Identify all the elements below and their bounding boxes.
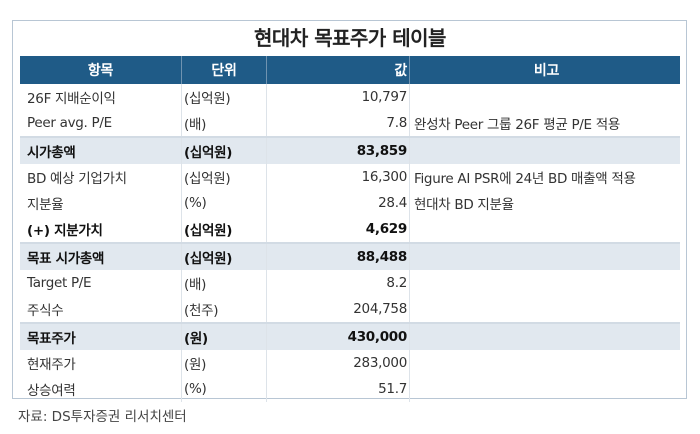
cell-note: 완성차 Peer 그룹 26F 평균 P/E 적용 — [409, 110, 680, 137]
cell-item: (+) 지분가치 — [27, 223, 103, 239]
cell-unit: (십억원) — [181, 84, 267, 110]
cell-value: 16,300 — [266, 164, 410, 190]
cell-value: 83,859 — [266, 136, 410, 164]
cell-value: 8.2 — [266, 270, 410, 296]
cell-unit: (배) — [181, 270, 267, 296]
cell-value: 51.7 — [266, 376, 410, 402]
cell-value: 28.4 — [266, 190, 410, 216]
cell-item: BD 예상 기업가치 — [27, 171, 127, 187]
cell-value: 7.8 — [266, 110, 410, 137]
table-row: 시가총액 (십억원) 83,859 — [20, 136, 680, 164]
cell-item: 지분율 — [27, 197, 64, 213]
cell-note: Figure AI PSR에 24년 BD 매출액 적용 — [409, 164, 680, 190]
table-title: 현대차 목표주가 테이블 — [254, 26, 446, 50]
table-row: BD 예상 기업가치 (십억원) 16,300 Figure AI PSR에 24년 … — [20, 164, 680, 190]
cell-unit: (십억원) — [181, 216, 267, 243]
cell-item: 26F 지배순이익 — [27, 91, 116, 107]
col-header-note: 비고 — [409, 56, 680, 84]
table-row: 목표 시가총액 (십억원) 88,488 — [20, 242, 680, 270]
cell-unit: (십억원) — [181, 242, 267, 270]
header-row: 항목 단위 값 비고 — [20, 56, 680, 84]
cell-note — [409, 84, 680, 110]
cell-item: 목표 시가총액 — [20, 242, 182, 270]
cell-note — [409, 350, 680, 376]
table-row: (+) 지분가치 (십억원) 4,629 — [20, 216, 680, 243]
cell-value: 88,488 — [266, 242, 410, 270]
cell-note — [409, 322, 680, 350]
table-row: 26F 지배순이익 (십억원) 10,797 — [20, 84, 680, 110]
table-row: 주식수 (천주) 204,758 — [20, 296, 680, 323]
cell-unit: (원) — [181, 350, 267, 376]
col-header-unit: 단위 — [181, 56, 267, 84]
cell-unit: (%) — [181, 376, 267, 402]
cell-value: 430,000 — [266, 322, 410, 350]
cell-unit: (원) — [181, 322, 267, 350]
cell-note: 현대차 BD 지분율 — [409, 190, 680, 216]
cell-unit: (십억원) — [181, 136, 267, 164]
cell-unit: (천주) — [181, 296, 267, 323]
cell-note — [409, 270, 680, 296]
cell-item: 현재주가 — [27, 357, 76, 373]
cell-item: Peer avg. P/E — [27, 115, 112, 131]
cell-note — [409, 136, 680, 164]
cell-value: 10,797 — [266, 84, 410, 110]
cell-note — [409, 376, 680, 402]
target-price-table: 항목 단위 값 비고 26F 지배순이익 (십억원) 10,797 Peer avg.… — [20, 56, 680, 402]
table-row: 현재주가 (원) 283,000 — [20, 350, 680, 376]
cell-unit: (%) — [181, 190, 267, 216]
col-header-item: 항목 — [20, 56, 182, 84]
col-header-value: 값 — [266, 56, 410, 84]
cell-value: 4,629 — [266, 216, 410, 243]
cell-item: 상승여력 — [27, 383, 76, 399]
cell-value: 204,758 — [266, 296, 410, 323]
source-note: 자료: DS투자증권 리서치센터 — [18, 409, 187, 425]
cell-unit: (배) — [181, 110, 267, 137]
cell-item: 목표주가 — [20, 322, 182, 350]
table-row: Peer avg. P/E (배) 7.8 완성차 Peer 그룹 26F 평균 P/… — [20, 110, 680, 137]
cell-item: Target P/E — [27, 275, 92, 291]
cell-unit: (십억원) — [181, 164, 267, 190]
table-row: 목표주가 (원) 430,000 — [20, 322, 680, 350]
cell-note — [409, 242, 680, 270]
cell-note — [409, 296, 680, 323]
cell-item: 시가총액 — [20, 136, 182, 164]
cell-item: 주식수 — [27, 303, 64, 319]
table-row: 상승여력 (%) 51.7 — [20, 376, 680, 402]
cell-value: 283,000 — [266, 350, 410, 376]
cell-note — [409, 216, 680, 243]
table-row: Target P/E (배) 8.2 — [20, 270, 680, 296]
table-row: 지분율 (%) 28.4 현대차 BD 지분율 — [20, 190, 680, 216]
